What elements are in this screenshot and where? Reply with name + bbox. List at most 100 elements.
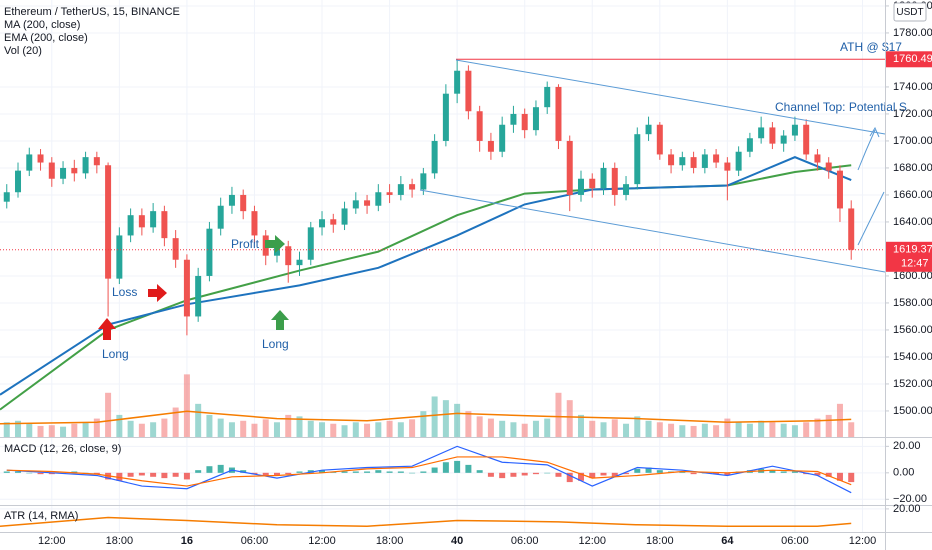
volume-bar — [93, 418, 100, 437]
y-tick-label: 20.00 — [893, 440, 921, 452]
volume-bar — [150, 422, 157, 437]
histogram-bar — [172, 472, 179, 477]
histogram-bar — [623, 472, 630, 475]
ath-label: 1760.49 — [893, 53, 932, 65]
volume-bar — [577, 414, 584, 437]
volume-bar — [510, 422, 517, 437]
candle-body — [150, 211, 157, 228]
histogram-bar — [780, 471, 787, 473]
candle-body — [172, 238, 179, 260]
projection-arrows — [857, 126, 885, 246]
x-tick-label: 64 — [721, 535, 734, 547]
volume-bar — [138, 423, 145, 437]
annotation: Channel Top: Potential S — [775, 100, 907, 114]
y-tick-label: 1520.00 — [893, 378, 932, 390]
candle-body — [679, 157, 686, 166]
red-arrow-right — [148, 284, 167, 302]
x-tick-label: 12:00 — [578, 535, 606, 547]
candle-body — [319, 219, 326, 228]
volume-bar — [375, 422, 382, 437]
volume-bar — [735, 422, 742, 437]
y-tick-label: 1740.00 — [893, 81, 932, 93]
currency: USDT — [896, 7, 923, 18]
volume-bar — [206, 414, 213, 437]
y-tick-label: 1680.00 — [893, 162, 932, 174]
volume-bar — [791, 425, 798, 437]
y-tick-label: 1540.00 — [893, 351, 932, 363]
candle-body — [848, 208, 855, 250]
volume-bar — [341, 425, 348, 437]
y-tick-label: 1700.00 — [893, 135, 932, 147]
volume-bar — [701, 423, 708, 437]
histogram-bar — [127, 472, 134, 477]
legend-entry: MA (200, close) — [4, 19, 80, 31]
volume-bar — [803, 422, 810, 437]
volume-bar — [48, 425, 55, 437]
histogram-bar — [138, 472, 145, 476]
candle-body — [82, 157, 89, 174]
volume-bar — [724, 418, 731, 437]
histogram-bar — [420, 471, 427, 473]
pane-title: MACD (12, 26, close, 9) — [4, 443, 121, 455]
histogram-bar — [431, 467, 438, 473]
candle-body — [645, 124, 652, 135]
volume-bar — [476, 416, 483, 437]
volume-bar — [307, 420, 314, 437]
candle-body — [791, 124, 798, 136]
candle-body — [476, 111, 483, 141]
volume-bar — [37, 425, 44, 437]
candle-body — [228, 194, 235, 206]
histogram-bar — [566, 472, 573, 483]
candle-body — [60, 167, 67, 179]
histogram-bar — [3, 471, 10, 473]
candle-body — [285, 246, 292, 266]
volume-bar — [364, 423, 371, 437]
candle-body — [71, 167, 78, 174]
candle-body — [713, 154, 720, 163]
histogram-bar — [116, 472, 123, 481]
volume-bar — [532, 420, 539, 437]
legend-entry: EMA (200, close) — [4, 32, 88, 44]
volume-bar — [397, 422, 404, 437]
candle-body — [555, 86, 562, 141]
candle-body — [600, 167, 607, 189]
candle-body — [780, 135, 787, 144]
currency-box[interactable] — [893, 2, 927, 22]
histogram-bar — [769, 470, 776, 473]
volume-bar — [814, 418, 821, 437]
histogram-bar — [240, 470, 247, 473]
volume-bar — [71, 423, 78, 437]
candle-body — [566, 140, 573, 195]
candle-body — [521, 113, 528, 131]
x-tick-label: 12:00 — [308, 535, 336, 547]
volume-bar — [746, 423, 753, 437]
candle-body — [386, 192, 393, 195]
candle-body — [803, 124, 810, 155]
x-tick-label: 18:00 — [106, 535, 134, 547]
histogram-bar — [645, 467, 652, 473]
volume-bar — [544, 418, 551, 437]
candle-body — [431, 140, 438, 174]
histogram-bar — [161, 472, 168, 479]
volume-bar — [285, 414, 292, 437]
histogram-bar — [93, 472, 100, 475]
y-tick-label: 1720.00 — [893, 108, 932, 120]
volume-bar — [645, 420, 652, 437]
volume-bar — [262, 419, 269, 437]
volume-bar — [3, 422, 10, 437]
volume-bar — [600, 422, 607, 437]
x-tick-label: 16 — [181, 535, 193, 547]
histogram-bar — [521, 472, 528, 476]
histogram-bar — [262, 472, 269, 476]
y-tick-label: 1660.00 — [893, 189, 932, 201]
candle-body — [138, 215, 145, 228]
volume-bar — [195, 403, 202, 437]
candle-body — [442, 93, 449, 141]
channel-bottom — [419, 189, 886, 273]
last-price-box — [886, 241, 932, 272]
candle-body — [195, 275, 202, 317]
candle-body — [37, 154, 44, 163]
histogram-bar — [251, 472, 258, 475]
histogram-bar — [577, 472, 584, 481]
x-tick-label: 18:00 — [376, 535, 404, 547]
